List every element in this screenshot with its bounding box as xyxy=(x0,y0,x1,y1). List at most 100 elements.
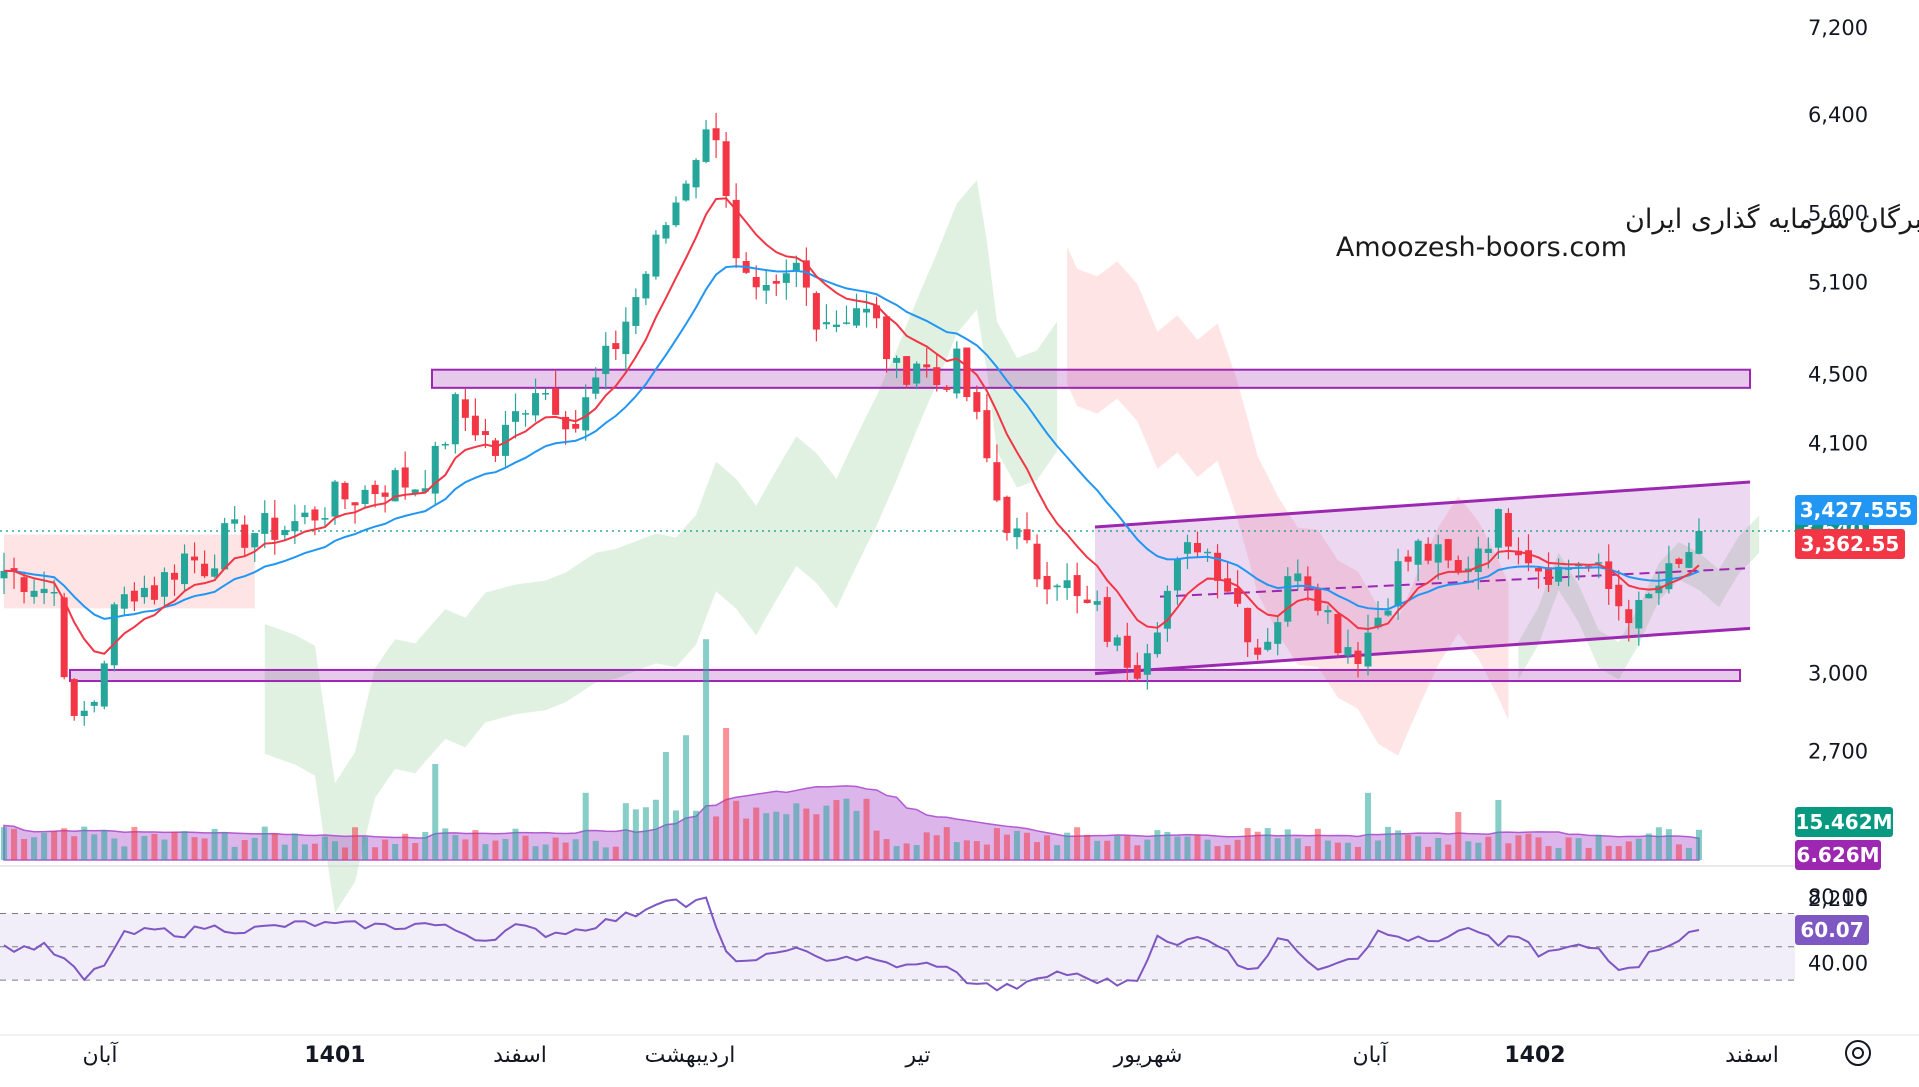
candle-body xyxy=(883,316,891,360)
ema-fast-badge-box xyxy=(1795,529,1905,559)
volume-bar xyxy=(1264,828,1271,860)
candle-body xyxy=(1524,550,1532,564)
candle-body xyxy=(1615,584,1623,607)
volume-bar xyxy=(171,831,178,860)
ema-slow-badge-box xyxy=(1795,495,1917,525)
candle-body xyxy=(1254,647,1262,655)
rsi-line xyxy=(3,896,1700,992)
volume-bar xyxy=(783,814,790,860)
candle-body xyxy=(211,568,219,577)
candle-body xyxy=(1043,575,1051,590)
candle-body xyxy=(271,517,279,540)
y-tick-label: 6,400 xyxy=(1808,103,1868,127)
candle-body xyxy=(361,489,369,504)
candle-body xyxy=(1073,575,1081,597)
candle-body xyxy=(170,572,179,580)
volume-bar xyxy=(1675,844,1682,860)
candle-body xyxy=(481,431,489,435)
x-tick-label: شهریور xyxy=(1113,1043,1183,1068)
candle-body xyxy=(802,260,810,288)
candle-body xyxy=(1454,559,1462,572)
candle-body xyxy=(542,393,550,395)
volume-bar xyxy=(101,830,108,860)
volume-bar xyxy=(301,844,308,860)
candle-body xyxy=(1143,653,1151,675)
volume-bar xyxy=(743,818,750,860)
volume-bar xyxy=(602,847,609,860)
candle-body xyxy=(1183,542,1191,554)
ema-fast-line xyxy=(3,197,1700,655)
volume-bar xyxy=(1655,827,1662,860)
rsi-badge: 60.07 xyxy=(1800,918,1863,942)
candle-body xyxy=(863,308,871,313)
candle-body xyxy=(1394,561,1402,607)
volume-bar xyxy=(372,847,379,860)
candle-body xyxy=(552,388,560,415)
volume-bar xyxy=(1134,845,1141,860)
candle-body xyxy=(100,663,108,707)
volume-bar xyxy=(1665,829,1672,860)
candle-body xyxy=(792,262,800,271)
volume-bar xyxy=(111,838,118,860)
candle-body xyxy=(1103,597,1111,642)
candle-body xyxy=(1314,587,1322,611)
candle-body xyxy=(120,594,128,609)
volume-bar xyxy=(1304,846,1311,860)
candle-body xyxy=(522,413,530,415)
ema-fast-badge: 3,362.55 xyxy=(1801,532,1900,556)
candle-body xyxy=(1354,650,1362,664)
volume-badge: 15.462M xyxy=(1795,810,1892,834)
candle-body xyxy=(1274,622,1282,644)
candle-body xyxy=(231,519,239,524)
x-tick-label: 1401 xyxy=(304,1043,365,1068)
candle-body xyxy=(1444,539,1452,561)
volume-bar xyxy=(352,827,359,860)
candle-body xyxy=(1374,617,1382,628)
volume-bar xyxy=(1625,841,1632,860)
volume-bar xyxy=(452,835,459,860)
volume-bar xyxy=(1244,828,1251,860)
volume-bar xyxy=(392,844,399,860)
volume-bar xyxy=(753,807,760,860)
gear-icon[interactable] xyxy=(1845,1040,1871,1066)
volume-bar xyxy=(1475,842,1482,860)
watermark-persian: انجمن خبرگان سرمایه گذاری ایران xyxy=(1625,203,1919,235)
candle-body xyxy=(70,679,78,716)
volume-bar xyxy=(1274,838,1281,860)
volume-bar xyxy=(1515,835,1522,860)
candle-body xyxy=(140,587,148,598)
candle-body xyxy=(281,529,289,536)
candle-body xyxy=(562,416,570,430)
volume-bar xyxy=(341,847,349,860)
volume-bar xyxy=(1585,847,1592,860)
ichimoku-cloud xyxy=(4,179,1760,914)
candle-body xyxy=(160,572,168,597)
volume-bar xyxy=(1174,836,1181,860)
candle-body xyxy=(622,321,630,355)
candle-body xyxy=(1294,573,1302,582)
volume-bar xyxy=(181,831,188,860)
candle-body xyxy=(1193,543,1202,553)
volume-bar xyxy=(853,810,860,860)
candle-body xyxy=(642,273,650,299)
candle-body xyxy=(1163,590,1171,629)
volume-bar xyxy=(662,752,669,860)
volume-bar xyxy=(362,836,369,860)
volume-bar xyxy=(903,843,910,860)
y-tick-label: 5,100 xyxy=(1808,270,1868,294)
channel-fill xyxy=(1095,482,1750,674)
cloud-green-late xyxy=(1518,515,1760,680)
volume-bar xyxy=(652,799,659,860)
candle-body xyxy=(451,394,459,445)
candle-body xyxy=(321,518,329,520)
channel-lower xyxy=(1094,626,1751,676)
volume-bar xyxy=(793,803,800,860)
volume-bar xyxy=(1635,838,1642,860)
candle-body xyxy=(1224,578,1232,592)
volume-bar xyxy=(1114,835,1121,860)
candle-body xyxy=(582,397,590,431)
volume-bar xyxy=(1054,845,1061,860)
volume-badge-box xyxy=(1795,807,1893,837)
